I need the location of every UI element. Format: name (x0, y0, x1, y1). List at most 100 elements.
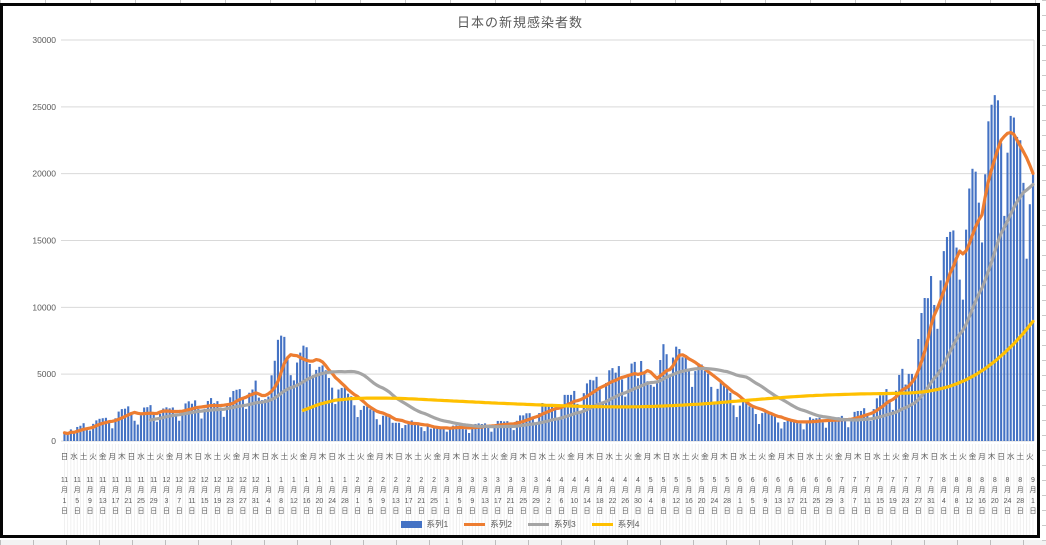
bar[interactable] (538, 413, 541, 441)
bar[interactable] (388, 415, 391, 441)
bar[interactable] (73, 432, 76, 441)
bar[interactable] (799, 423, 802, 441)
bar[interactable] (404, 425, 407, 441)
bar[interactable] (519, 415, 522, 441)
bar[interactable] (85, 428, 88, 441)
bar[interactable] (426, 426, 429, 441)
bar[interactable] (232, 390, 235, 441)
bar[interactable] (480, 424, 483, 441)
bar[interactable] (624, 396, 627, 441)
bar[interactable] (579, 413, 582, 441)
bar[interactable] (127, 406, 130, 441)
bar[interactable] (436, 426, 439, 441)
bar[interactable] (181, 412, 184, 441)
bar[interactable] (611, 368, 614, 441)
bar[interactable] (139, 415, 143, 441)
bar[interactable] (557, 420, 560, 441)
bar[interactable] (840, 415, 843, 441)
bar[interactable] (706, 373, 710, 441)
bar[interactable] (343, 385, 346, 441)
bar[interactable] (391, 422, 394, 441)
bar[interactable] (155, 421, 158, 441)
bar[interactable] (866, 413, 869, 441)
bar[interactable] (735, 417, 738, 441)
bar[interactable] (554, 407, 557, 441)
bar[interactable] (719, 380, 722, 441)
bar[interactable] (423, 431, 426, 441)
bar[interactable] (713, 404, 716, 441)
bar[interactable] (958, 279, 961, 441)
bar[interactable] (1009, 115, 1012, 441)
bar[interactable] (216, 401, 219, 441)
bar[interactable] (515, 420, 518, 441)
bar[interactable] (213, 403, 216, 441)
bar[interactable] (1003, 215, 1006, 441)
bar[interactable] (1019, 140, 1022, 441)
bar[interactable] (980, 242, 984, 441)
bar[interactable] (331, 387, 334, 441)
bar[interactable] (869, 420, 872, 441)
y-axis-labels[interactable]: 0 5000 10000 15000 20000 25000 30000 (32, 35, 56, 446)
series2-line[interactable] (62, 130, 1035, 436)
bar[interactable] (592, 380, 595, 441)
bar[interactable] (636, 378, 640, 441)
bar[interactable] (123, 408, 127, 441)
bar[interactable] (528, 413, 531, 441)
bar[interactable] (585, 383, 589, 441)
bar[interactable] (369, 409, 372, 441)
bar[interactable] (668, 374, 671, 441)
bar[interactable] (471, 428, 474, 441)
bar[interactable] (209, 398, 213, 441)
bar[interactable] (219, 407, 222, 441)
bar[interactable] (251, 389, 254, 441)
bar[interactable] (104, 417, 107, 441)
bar[interactable] (757, 424, 761, 441)
bar[interactable] (267, 396, 270, 441)
bar[interactable] (694, 371, 697, 441)
bar[interactable] (308, 364, 311, 441)
bar[interactable] (340, 387, 343, 441)
bar[interactable] (547, 403, 550, 441)
bar[interactable] (818, 417, 821, 441)
bar[interactable] (458, 425, 461, 441)
bar[interactable] (617, 366, 620, 441)
bar[interactable] (598, 388, 601, 441)
bar[interactable] (961, 299, 964, 441)
bar[interactable] (550, 403, 553, 441)
bar[interactable] (245, 408, 248, 441)
bar[interactable] (681, 357, 684, 441)
bar[interactable] (566, 394, 569, 441)
bar[interactable] (949, 231, 952, 441)
bar[interactable] (165, 407, 168, 441)
bar[interactable] (168, 408, 171, 441)
bar[interactable] (464, 429, 467, 441)
bar[interactable] (678, 349, 681, 441)
bar[interactable] (671, 357, 675, 441)
bar[interactable] (891, 409, 894, 441)
bar[interactable] (745, 403, 748, 441)
bar[interactable] (789, 420, 792, 441)
bar[interactable] (254, 380, 257, 441)
bar[interactable] (120, 409, 123, 441)
bar[interactable] (802, 429, 805, 441)
bar[interactable] (108, 421, 111, 441)
bar[interactable] (276, 339, 280, 441)
bar[interactable] (324, 370, 327, 441)
bar[interactable] (665, 354, 668, 441)
bar[interactable] (203, 408, 206, 441)
series1-bars[interactable] (63, 95, 1035, 442)
bar[interactable] (824, 427, 827, 441)
bar[interactable] (926, 298, 929, 441)
bar[interactable] (738, 405, 741, 441)
bar[interactable] (337, 389, 340, 441)
bar[interactable] (98, 418, 101, 441)
bar[interactable] (722, 385, 726, 441)
bar[interactable] (675, 346, 678, 441)
bar[interactable] (780, 428, 783, 441)
bar[interactable] (509, 426, 512, 441)
bar[interactable] (834, 417, 837, 441)
bar[interactable] (264, 399, 267, 441)
bar[interactable] (461, 426, 464, 441)
bar[interactable] (382, 415, 385, 441)
bar[interactable] (397, 422, 401, 441)
